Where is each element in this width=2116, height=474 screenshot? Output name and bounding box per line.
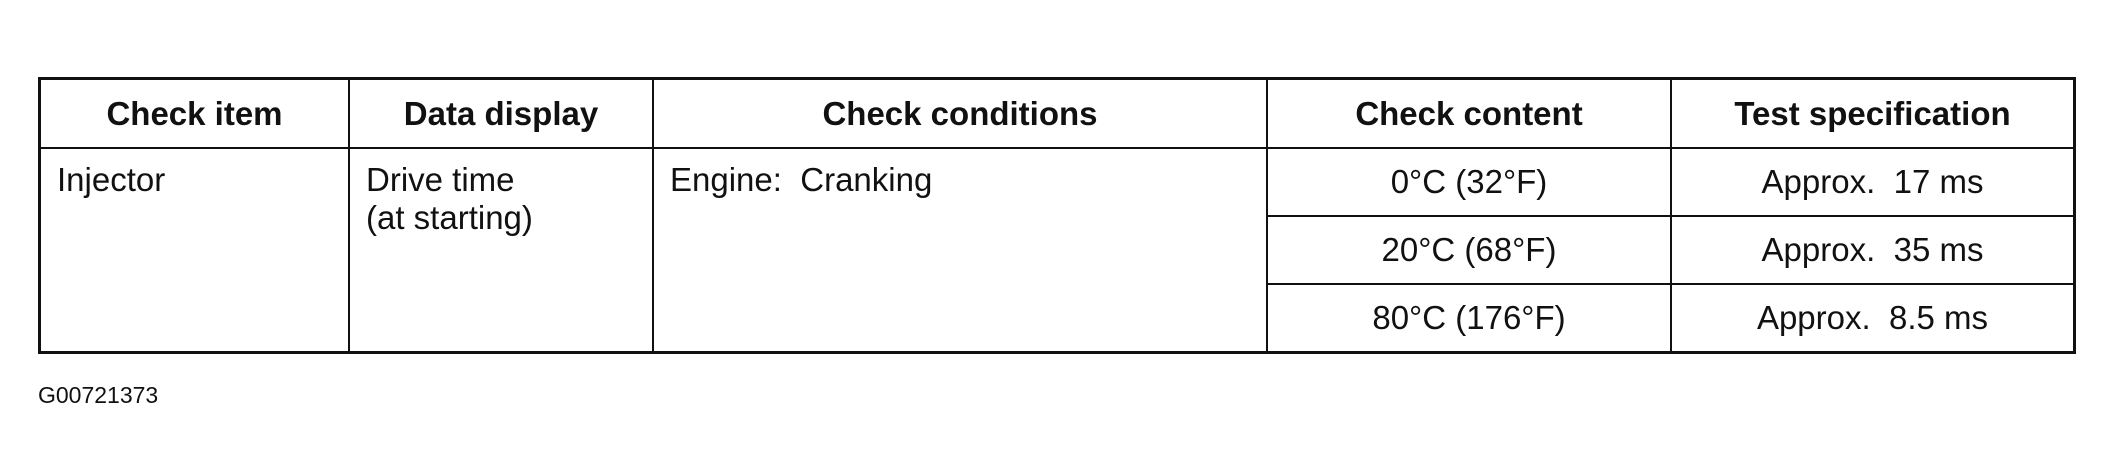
check-content-cell: 80°C (176°F) [1266,283,1672,354]
header-test-specification: Test specification [1670,77,2076,149]
header-row: Check item Data display Check conditions… [38,77,2076,149]
test-spec-cell: Approx. 35 ms [1670,215,2076,285]
header-data-display: Data display [348,77,654,149]
spec-table: Check item Data display Check conditions… [38,77,2076,354]
check-item-cell: Injector [38,147,350,354]
data-display-line: Drive time [366,161,515,198]
table-row: 20°C (68°F) Approx. 35 ms [40,215,2076,285]
check-content-cell: 0°C (32°F) [1266,147,1672,217]
data-display-line: (at starting) [366,199,533,236]
header-check-content: Check content [1266,77,1672,149]
test-spec-cell: Approx. 8.5 ms [1670,283,2076,354]
check-content-cell: 20°C (68°F) [1266,215,1672,285]
table-row: 80°C (176°F) Approx. 8.5 ms [40,283,2076,354]
header-check-conditions: Check conditions [652,77,1268,149]
data-display-cell: Drive time (at starting) [348,147,654,354]
figure-id: G00721373 [38,382,159,408]
check-conditions-cell: Engine: Cranking [652,147,1268,354]
test-spec-cell: Approx. 17 ms [1670,147,2076,217]
header-check-item: Check item [38,77,350,149]
table-row: Injector Drive time (at starting) Engine:… [38,147,2076,354]
